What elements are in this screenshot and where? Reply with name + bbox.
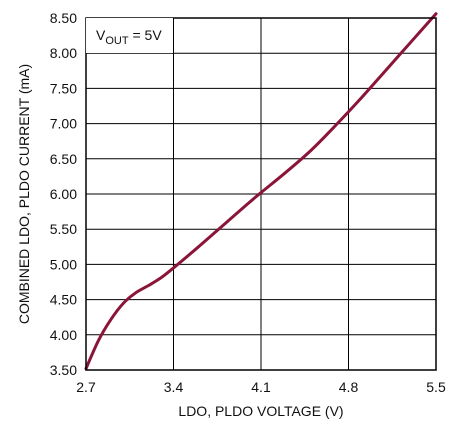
y-tick-label: 8.50 — [50, 10, 77, 26]
y-tick-label: 3.50 — [50, 362, 77, 378]
x-tick-label: 3.4 — [164, 379, 184, 395]
y-tick-label: 6.50 — [50, 151, 77, 167]
y-tick-label: 4.50 — [50, 292, 77, 308]
vout-annotation: VOUT = 5V — [96, 27, 162, 47]
y-tick-label: 5.00 — [50, 256, 77, 272]
vout-main: V — [96, 27, 106, 43]
y-tick-label: 4.00 — [50, 327, 77, 343]
x-tick-label: 4.8 — [339, 379, 359, 395]
y-tick-label: 7.50 — [50, 80, 77, 96]
x-tick-label: 4.1 — [251, 379, 271, 395]
y-tick-label: 7.00 — [50, 116, 77, 132]
annotation-box — [86, 18, 173, 53]
series-layer — [84, 12, 438, 371]
x-axis-label: LDO, PLDO VOLTAGE (V) — [178, 403, 343, 419]
y-tick-label: 8.00 — [50, 45, 77, 61]
y-tick-label: 5.50 — [50, 221, 77, 237]
y-axis-label: COMBINED LDO, PLDO CURRENT (mA) — [16, 64, 32, 324]
y-tick-label: 6.00 — [50, 186, 77, 202]
x-tick-label: 5.5 — [426, 379, 446, 395]
vout-subscript: OUT — [105, 35, 129, 47]
series-line — [84, 12, 438, 371]
plot-frame — [85, 17, 437, 371]
tick-labels: 2.7 3.4 4.1 4.8 5.5 3.50 4.00 4.50 5.00 5.50 6.00 6… — [50, 10, 446, 395]
x-tick-label: 2.7 — [76, 379, 96, 395]
vout-value: = 5V — [129, 27, 163, 43]
